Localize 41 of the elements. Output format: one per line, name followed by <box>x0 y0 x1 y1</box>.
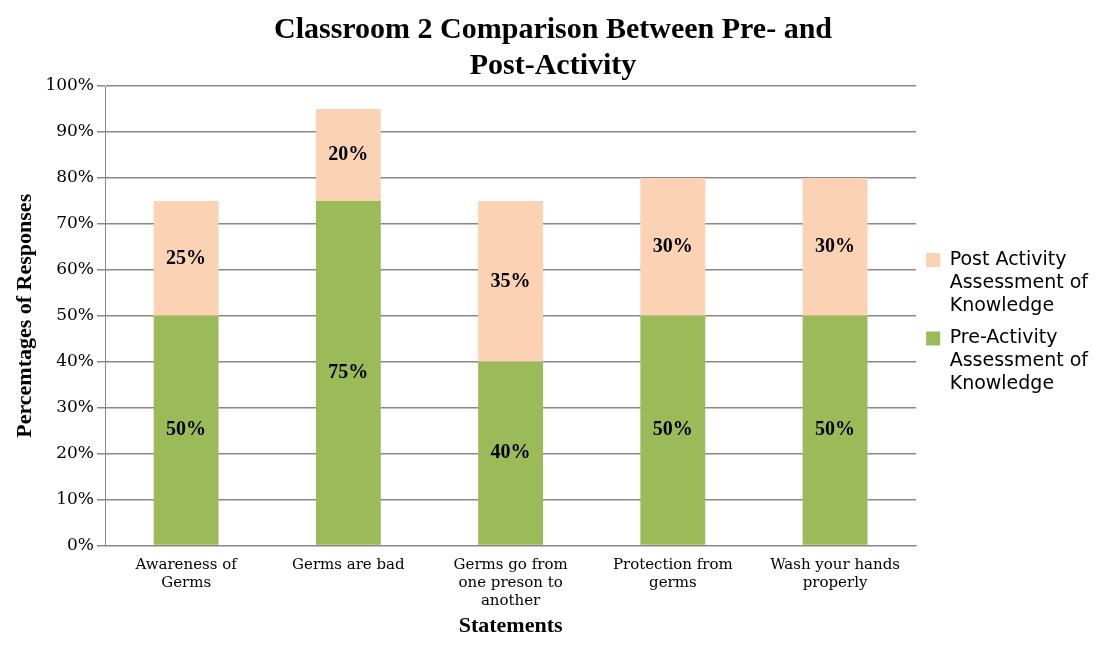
y-tick-label: 50% <box>56 304 94 325</box>
y-tick-label: 60% <box>56 258 94 279</box>
y-tick-label: 90% <box>56 120 94 141</box>
y-tick-label: 10% <box>56 488 94 509</box>
data-label: 30% <box>815 234 856 257</box>
data-label: 25% <box>166 245 207 268</box>
x-tick-label: Protection from germs <box>612 555 733 592</box>
bar <box>315 108 381 201</box>
legend-label: Pre-Activity Assessment of Knowledge <box>949 325 1090 394</box>
data-label: 30% <box>652 234 693 257</box>
data-label: 20% <box>328 142 369 165</box>
bar <box>640 177 706 316</box>
bar <box>153 200 219 316</box>
bar <box>478 200 544 362</box>
x-axis-title: Statements <box>458 612 563 638</box>
data-label: 50% <box>166 417 207 440</box>
y-tick-label: 0% <box>67 534 94 555</box>
x-tick-label: Germs go from one preson to another <box>453 555 568 610</box>
bar <box>802 315 868 545</box>
y-axis-title: Percemtages of Responses <box>10 193 36 438</box>
x-tick-label: Wash your hands properly <box>770 555 900 592</box>
x-tick-label: Germs are bad <box>292 555 406 574</box>
data-label: 50% <box>652 417 693 440</box>
data-label: 35% <box>490 268 531 291</box>
y-tick-label: 40% <box>56 350 94 371</box>
y-tick-label: 70% <box>56 212 94 233</box>
x-tick-label: Awareness of Germs <box>134 555 239 592</box>
legend-label: Post Activity Assessment of Knowledge <box>949 247 1090 315</box>
data-label: 40% <box>490 440 531 463</box>
chart-title: Classroom 2 Comparison Between Pre- and Post-Activity <box>273 10 833 80</box>
y-tick-label: 30% <box>56 396 94 417</box>
data-label: 75% <box>328 360 369 383</box>
y-tick-label: 20% <box>56 442 94 463</box>
y-tick-label: 80% <box>56 166 94 187</box>
data-label: 50% <box>815 417 856 440</box>
bar <box>315 200 381 545</box>
y-tick-label: 100% <box>45 74 94 95</box>
bar <box>478 361 544 545</box>
bar <box>153 315 219 545</box>
bar <box>802 177 868 316</box>
bar <box>640 315 706 545</box>
